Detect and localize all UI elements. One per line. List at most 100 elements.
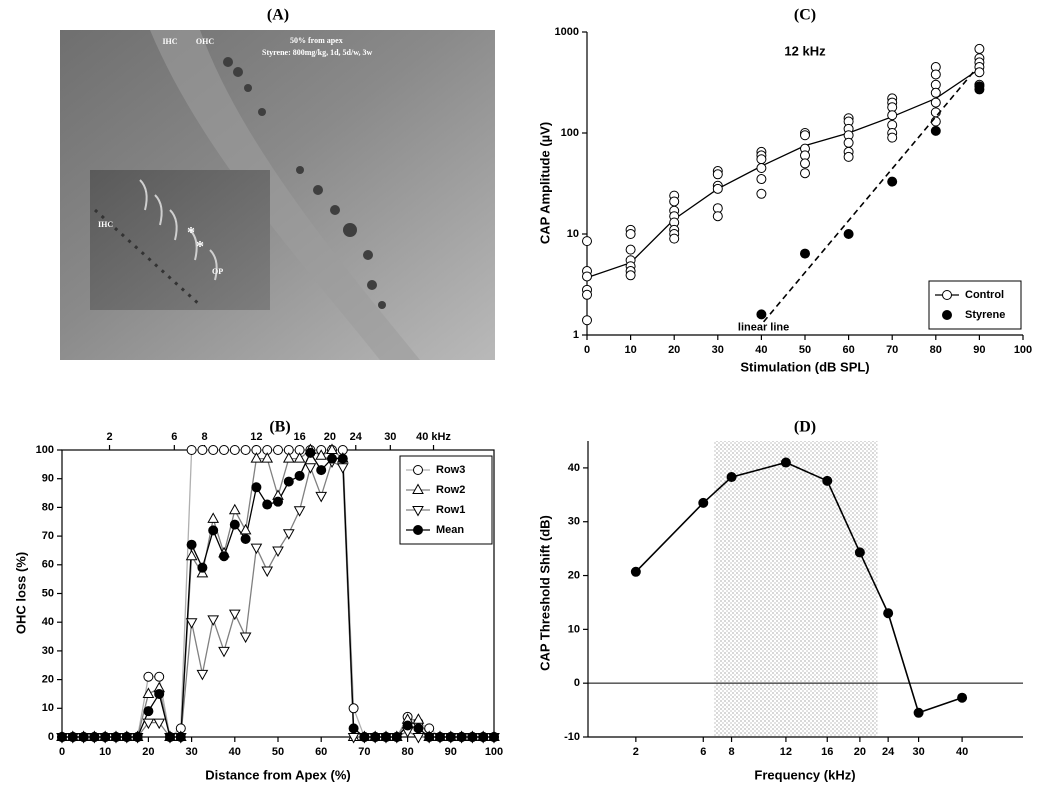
marker bbox=[132, 732, 143, 742]
marker bbox=[239, 523, 252, 535]
x-tick-label: 0 bbox=[59, 746, 65, 758]
marker bbox=[185, 549, 198, 561]
marker bbox=[219, 445, 229, 455]
marker bbox=[293, 452, 306, 463]
marker bbox=[208, 445, 219, 455]
marker bbox=[207, 615, 220, 626]
marker bbox=[272, 546, 284, 557]
marker bbox=[197, 445, 208, 455]
marker bbox=[726, 472, 737, 483]
y-axis-label: OHC loss (%) bbox=[13, 552, 28, 634]
marker bbox=[208, 525, 219, 536]
y-tick-label: 70 bbox=[42, 530, 54, 542]
marker bbox=[175, 732, 186, 742]
marker bbox=[218, 646, 230, 658]
legend-label: Row3 bbox=[436, 464, 465, 476]
marker bbox=[698, 497, 709, 508]
marker bbox=[359, 732, 370, 742]
y-axis-label: CAP Amplitude (µV) bbox=[537, 122, 552, 244]
x-axis-label: Distance from Apex (%) bbox=[205, 767, 350, 782]
chart-title: (D) bbox=[794, 419, 816, 436]
chart-title: (C) bbox=[794, 7, 816, 24]
marker bbox=[154, 671, 165, 682]
y-tick-label: 100 bbox=[36, 444, 54, 456]
marker bbox=[186, 445, 197, 455]
x2-tick-label: 40 kHz bbox=[416, 431, 451, 443]
x-tick-label: 16 bbox=[821, 746, 833, 758]
x-tick-label: 80 bbox=[401, 746, 413, 758]
marker bbox=[185, 618, 198, 629]
marker bbox=[843, 137, 854, 148]
photo-label: * bbox=[196, 239, 204, 256]
marker bbox=[942, 290, 952, 300]
marker bbox=[239, 632, 252, 644]
marker bbox=[489, 732, 499, 742]
inset-ihc-row bbox=[93, 208, 202, 307]
tissue-band bbox=[150, 30, 420, 360]
marker bbox=[250, 543, 263, 555]
marker bbox=[111, 732, 121, 742]
marker bbox=[283, 476, 294, 487]
marker bbox=[669, 233, 680, 244]
marker bbox=[712, 169, 723, 180]
marker bbox=[913, 707, 924, 718]
marker bbox=[391, 732, 402, 742]
marker bbox=[435, 732, 445, 742]
y-tick-label: 20 bbox=[568, 569, 580, 581]
x-tick-label: 20 bbox=[142, 746, 154, 758]
x-tick-label: 80 bbox=[930, 344, 942, 356]
marker bbox=[165, 732, 175, 742]
y-tick-label: 20 bbox=[42, 674, 54, 686]
photo-label: IHC bbox=[98, 220, 113, 229]
marker bbox=[348, 723, 359, 734]
marker bbox=[854, 547, 865, 558]
x-tick-label: 30 bbox=[185, 746, 197, 758]
marker bbox=[304, 463, 317, 474]
marker bbox=[413, 525, 423, 535]
marker bbox=[756, 163, 767, 174]
marker bbox=[336, 463, 349, 474]
legend-label: Row1 bbox=[436, 504, 465, 516]
marker bbox=[228, 609, 241, 621]
marker bbox=[800, 168, 810, 179]
x-tick-label: 6 bbox=[700, 746, 706, 758]
chart-title: (B) bbox=[269, 419, 290, 436]
marker bbox=[456, 732, 467, 742]
marker bbox=[424, 732, 435, 742]
y-tick-label: 1 bbox=[573, 329, 579, 341]
photo-label: OHC bbox=[196, 37, 214, 46]
marker bbox=[348, 703, 359, 714]
x2-tick-label: 6 bbox=[171, 431, 177, 443]
marker bbox=[316, 465, 327, 476]
marker bbox=[413, 723, 424, 734]
x-tick-label: 8 bbox=[728, 746, 734, 758]
marker bbox=[780, 457, 791, 468]
x-axis-label: Frequency (kHz) bbox=[754, 767, 855, 782]
legend-label: Mean bbox=[436, 524, 464, 536]
photo-label: IHC bbox=[162, 37, 177, 46]
marker bbox=[883, 608, 894, 619]
marker bbox=[756, 188, 767, 199]
chart-panel: (C) Stimulation (dB SPL) CAP Amplitude (µV… bbox=[537, 7, 1032, 375]
x-tick-label: 0 bbox=[584, 344, 590, 356]
marker bbox=[121, 732, 132, 742]
marker bbox=[294, 470, 305, 481]
photo-label: 50% from apex bbox=[290, 36, 343, 45]
marker bbox=[229, 519, 240, 530]
panel-title: (A) bbox=[267, 7, 289, 24]
y-tick-label: 10 bbox=[567, 228, 579, 240]
marker bbox=[887, 132, 898, 143]
marker bbox=[229, 445, 240, 455]
marker bbox=[305, 447, 316, 458]
marker bbox=[153, 718, 166, 730]
y-tick-label: 40 bbox=[42, 616, 54, 628]
marker bbox=[240, 533, 251, 544]
marker bbox=[582, 289, 592, 300]
x-tick-label: 50 bbox=[799, 344, 811, 356]
y-tick-label: 30 bbox=[42, 645, 54, 657]
marker bbox=[251, 482, 262, 493]
marker bbox=[625, 229, 636, 239]
x-tick-label: 20 bbox=[854, 746, 866, 758]
marker bbox=[800, 158, 810, 169]
